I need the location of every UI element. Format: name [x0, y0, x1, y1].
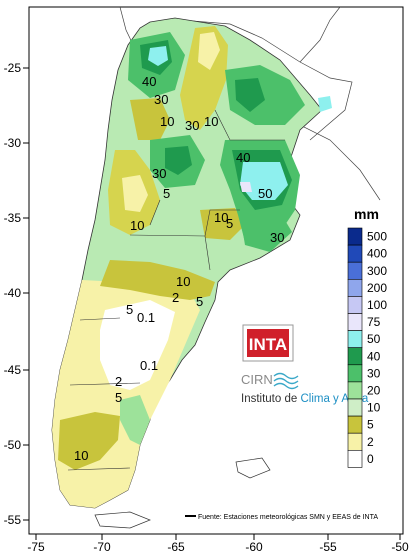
contour-label: 50 — [258, 186, 272, 201]
zone-yellow-north — [198, 32, 220, 70]
contour-label: 5 — [163, 186, 170, 201]
x-tick-label: -75 — [27, 540, 45, 554]
border-uruguay — [289, 119, 381, 201]
inta-logo: INTA CIRN Instituto de Clima y Agua — [241, 324, 369, 405]
y-tick-label: -30 — [4, 136, 22, 150]
zone-darkgreen-northeast — [235, 78, 265, 112]
contour-label: 2 — [172, 290, 179, 305]
contour-label: 30 — [154, 92, 168, 107]
province-lines — [129, 109, 285, 271]
contour-label: 10 — [176, 274, 190, 289]
cirn-text: CIRN — [241, 372, 273, 387]
zone-cyan-east — [240, 162, 288, 200]
contour-label: 10 — [130, 218, 144, 233]
zone-lavender-east — [240, 182, 252, 192]
contour-label: 40 — [236, 150, 250, 165]
x-tick-label: -50 — [391, 540, 409, 554]
y-tick-label: -25 — [4, 61, 22, 75]
zone-darkgreen-center — [165, 146, 192, 175]
contour-label: 40 — [142, 74, 156, 89]
contour-label: 5 — [196, 294, 203, 309]
zone-olive-center — [100, 260, 215, 300]
tierra-del-fuego — [94, 511, 151, 529]
source-text: Fuente: Estaciones meteorológicas SMN y … — [198, 514, 378, 521]
contour-label: 10 — [74, 448, 88, 463]
inta-logo-text: INTA — [249, 335, 287, 354]
institute-highlight: Clima y Agua — [300, 393, 368, 405]
y-axis: -25 -30 -35 -40 -45 -50 -55 — [4, 61, 29, 527]
zone-olive-south — [58, 412, 120, 470]
contour-label: 30 — [270, 230, 284, 245]
contour-label: 5 — [126, 302, 133, 317]
contour-label: 30 — [185, 118, 199, 133]
contour-labels: 40 30 10 10 30 40 50 30 5 10 10 5 30 10 … — [74, 74, 284, 463]
institute-text: Instituto de Clima y Agua — [241, 393, 369, 405]
zone-olive-northwest — [130, 98, 170, 140]
border-brazil — [299, 6, 341, 63]
zone-white-south — [100, 300, 175, 390]
zone-green-southeast — [240, 212, 292, 252]
province-lines-south — [67, 317, 141, 471]
contour-label: 10 — [214, 210, 228, 225]
x-tick-label: -65 — [167, 540, 185, 554]
water-waves-icon — [273, 372, 299, 390]
x-tick-label: -60 — [245, 540, 263, 554]
contour-label: 2 — [115, 374, 122, 389]
zone-yellow-west — [122, 175, 148, 212]
y-tick-label: -35 — [4, 211, 22, 225]
y-tick-label: -40 — [4, 286, 22, 300]
contour-label: 5 — [226, 216, 233, 231]
y-tick-label: -55 — [4, 513, 22, 527]
zone-cyan-northwest — [148, 46, 168, 66]
x-axis: -75 -70 -65 -60 -55 -50 — [27, 534, 409, 554]
zone-green-south — [120, 395, 150, 445]
contour-label: 10 — [204, 114, 218, 129]
contour-label: 30 — [152, 166, 166, 181]
x-tick-label: -70 — [93, 540, 111, 554]
institute-prefix: Instituto de — [241, 393, 300, 405]
y-tick-label: -45 — [4, 363, 22, 377]
contour-label: 5 — [115, 390, 122, 405]
zone-olive-mid — [200, 208, 245, 240]
x-tick-label: -55 — [319, 540, 337, 554]
contour-label: 0.1 — [137, 310, 155, 325]
contour-label: 0.1 — [140, 358, 158, 373]
malvinas-islands — [235, 457, 271, 479]
y-tick-label: -50 — [4, 438, 22, 452]
zone-cyan-northeast — [318, 96, 332, 112]
contour-label: 10 — [160, 114, 174, 129]
